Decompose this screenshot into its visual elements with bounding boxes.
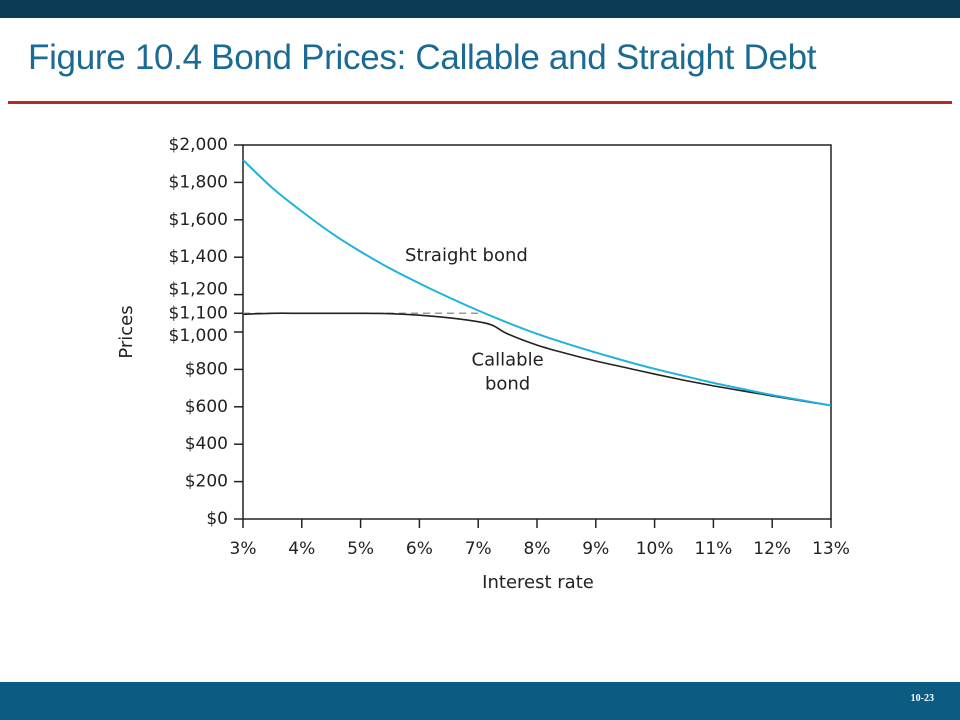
x-tick-label: 3% xyxy=(230,539,257,559)
bond-price-chart: $0 $200 $400 $600 $800 $1,000 $1,100 $1,200 $1,4… xyxy=(116,135,850,593)
y-tick-label: $1,000 xyxy=(169,326,228,346)
x-axis-title: Interest rate xyxy=(482,572,594,593)
y-tick-label: $600 xyxy=(185,397,228,417)
slide-number: 10-23 xyxy=(910,693,934,704)
y-tick-label: $2,000 xyxy=(169,135,228,155)
y-tick-label: $800 xyxy=(185,359,228,379)
x-tick-label: 7% xyxy=(465,539,492,559)
x-tick-label: 9% xyxy=(582,539,609,559)
y-tick-label: $1,600 xyxy=(169,210,228,230)
plot-frame xyxy=(242,144,832,520)
y-tick-label: $0 xyxy=(206,509,228,529)
y-axis-title: Prices xyxy=(116,305,137,358)
straight-bond-label: Straight bond xyxy=(405,245,528,266)
y-tick-label: $1,400 xyxy=(169,247,228,267)
bottom-bar: 10-23 xyxy=(0,682,960,720)
y-tick-label: $400 xyxy=(185,434,228,454)
callable-bond-label: Callable bond xyxy=(472,350,544,395)
x-tick-label: 13% xyxy=(812,539,850,559)
y-tick-label: $1,100 xyxy=(169,303,228,323)
y-tick-label: $1,200 xyxy=(169,280,228,300)
x-tick-label: 12% xyxy=(753,539,791,559)
y-tick-label: $1,800 xyxy=(169,172,228,192)
y-tick-label: $200 xyxy=(185,472,228,492)
x-tick-label: 10% xyxy=(636,539,674,559)
callable-bond-line xyxy=(242,312,832,407)
x-tick-label: 4% xyxy=(288,539,315,559)
x-tick-label: 6% xyxy=(406,539,433,559)
straight-bond-line xyxy=(242,159,832,407)
slide-title: Figure 10.4 Bond Prices: Callable and St… xyxy=(28,38,817,77)
title-divider xyxy=(8,101,952,104)
x-tick-label: 8% xyxy=(524,539,551,559)
top-bar xyxy=(0,0,960,18)
x-tick-label: 11% xyxy=(695,539,733,559)
x-tick-label: 5% xyxy=(347,539,374,559)
